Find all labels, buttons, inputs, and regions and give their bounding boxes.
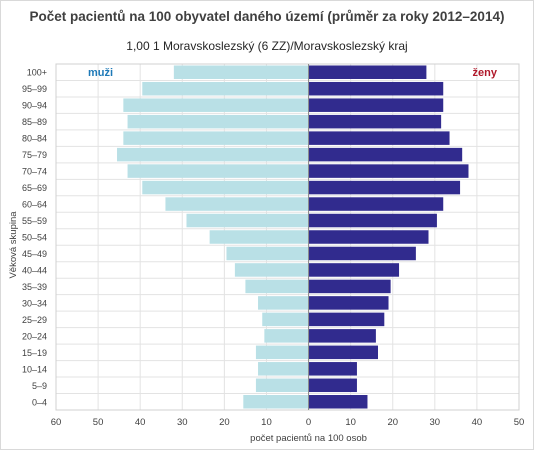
bar-muzi	[245, 279, 309, 294]
y-tick-label: 60–64	[22, 200, 47, 210]
bar-zeny	[308, 362, 357, 376]
bar-muzi	[186, 213, 309, 228]
y-tick-label: 55–59	[22, 216, 47, 226]
plot-area-border	[55, 63, 520, 411]
bar-muzi	[127, 164, 309, 178]
y-tick-label: 70–74	[22, 167, 47, 177]
series-label-zeny: ženy	[473, 67, 498, 79]
y-axis-label: Věková skupina	[8, 211, 19, 279]
bar-zeny	[308, 378, 357, 393]
bar-zeny	[308, 246, 416, 261]
y-tick-label: 45–49	[22, 249, 47, 259]
y-tick-label: 0–4	[32, 397, 47, 407]
bar-zeny	[308, 65, 427, 79]
bar-zeny	[308, 296, 389, 310]
y-tick-label: 100+	[27, 68, 47, 78]
bar-zeny	[308, 147, 463, 162]
bar-muzi	[258, 362, 309, 376]
bar-zeny	[308, 180, 461, 195]
x-tick-label: 0	[306, 417, 311, 428]
bar-muzi	[255, 378, 309, 393]
y-tick-label: 40–44	[22, 265, 47, 275]
bar-muzi	[243, 395, 309, 409]
bar-zeny	[308, 312, 385, 327]
bar-zeny	[308, 81, 444, 96]
x-axis-label: počet pacientů na 100 osob	[250, 433, 367, 444]
bar-muzi	[226, 246, 309, 261]
x-tick-label: 60	[51, 417, 62, 428]
x-tick-label: 40	[135, 417, 146, 428]
y-tick-label: 35–39	[22, 282, 47, 292]
y-tick-label: 30–34	[22, 298, 47, 308]
y-tick-label: 15–19	[22, 348, 47, 358]
chart-title: Počet pacientů na 100 obyvatel daného úz…	[29, 9, 505, 24]
bar-muzi	[255, 345, 309, 360]
y-tick-label: 10–14	[22, 364, 47, 374]
bar-zeny	[308, 213, 437, 228]
chart-subtitle: 1,00 1 Moravskoslezský (6 ZZ)/Moravskosl…	[126, 39, 408, 53]
series-label-muzi: muži	[88, 67, 113, 79]
bar-muzi	[123, 98, 309, 112]
bar-muzi	[127, 114, 309, 129]
y-tick-label: 85–89	[22, 117, 47, 127]
bar-muzi	[165, 197, 309, 211]
y-tick-label: 50–54	[22, 233, 47, 243]
y-tick-label: 20–24	[22, 331, 47, 341]
bar-zeny	[308, 164, 469, 178]
y-tick-label: 5–9	[32, 381, 47, 391]
bar-zeny	[308, 263, 400, 277]
bar-muzi	[264, 329, 309, 343]
bar-zeny	[308, 197, 444, 211]
x-tick-label: 30	[177, 417, 188, 428]
x-tick-label: 20	[219, 417, 230, 428]
bar-zeny	[308, 230, 429, 244]
x-tick-label: 10	[261, 417, 272, 428]
bar-zeny	[308, 98, 444, 112]
bar-muzi	[234, 263, 309, 277]
bar-muzi	[142, 81, 309, 96]
bar-muzi	[123, 131, 309, 145]
y-tick-label: 25–29	[22, 315, 47, 325]
bar-zeny	[308, 279, 391, 294]
y-tick-label: 90–94	[22, 101, 47, 111]
bar-zeny	[308, 395, 368, 409]
bar-muzi	[173, 65, 309, 79]
x-tick-label: 20	[387, 417, 398, 428]
bar-zeny	[308, 329, 376, 343]
x-tick-label: 50	[93, 417, 104, 428]
x-tick-label: 30	[430, 417, 441, 428]
bar-muzi	[142, 180, 309, 195]
x-tick-label: 50	[514, 417, 525, 428]
y-tick-label: 80–84	[22, 134, 47, 144]
y-tick-label: 65–69	[22, 183, 47, 193]
bar-zeny	[308, 345, 378, 360]
x-tick-label: 40	[472, 417, 483, 428]
bar-muzi	[258, 296, 309, 310]
y-tick-label: 75–79	[22, 150, 47, 160]
bar-muzi	[117, 147, 309, 162]
y-tick-label: 95–99	[22, 84, 47, 94]
bar-zeny	[308, 114, 442, 129]
bar-muzi	[262, 312, 309, 327]
bar-muzi	[209, 230, 309, 244]
x-tick-label: 10	[345, 417, 356, 428]
bar-zeny	[308, 131, 450, 145]
